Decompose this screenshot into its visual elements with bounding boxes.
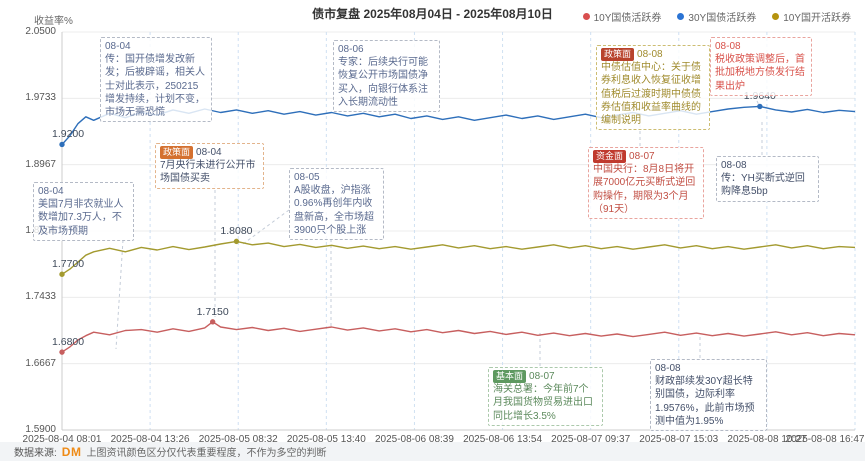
annotation-date: 08-08 (655, 363, 681, 374)
legend-dot-red (582, 13, 590, 20)
annotation-date: 08-04 (38, 186, 64, 197)
annotation-header: 08-08 (715, 40, 807, 53)
legend-dot-blue (677, 13, 685, 20)
annotation-text: 税收政策调整后，首批加税地方债发行结果出炉 (715, 54, 805, 92)
annotation-box: 08-04 传：国开债增发改新发；后被辟谣，相关人士对此表示，250215增发持续… (100, 37, 212, 123)
annotation-date: 08-06 (338, 44, 364, 55)
x-axis-tick-label: 2025-08-08 16:47 (785, 434, 865, 445)
legend-label: 10Y国开活跃券 (783, 13, 851, 24)
annotation-header: 政策面 08-08 (601, 48, 705, 62)
legend-label: 10Y国债活跃券 (593, 13, 662, 24)
annotation-category-badge: 资金面 (593, 150, 627, 164)
point-value-label: 1.6800 (52, 336, 85, 349)
legend-item-10y-cdb[interactable]: 10Y国开活跃券 (772, 9, 851, 24)
data-point-marker (59, 349, 65, 355)
annotation-category-badge: 基本面 (493, 370, 527, 384)
annotation-date: 08-08 (637, 49, 663, 60)
legend-label: 30Y国债活跃券 (688, 13, 757, 24)
annotation-date: 08-05 (294, 172, 320, 183)
annotation-text: 财政部续发30Y超长特别国债，边际利率1.9576%，此前市场预测中值为1.95… (655, 376, 755, 427)
annotation-box: 08-06 专家：后续央行可能恢复公开市场国债净买入，向银行体系注入长期流动性 (333, 40, 440, 112)
legend-item-30y-treasury[interactable]: 30Y国债活跃券 (677, 9, 756, 24)
annotation-header: 资金面 08-07 (593, 150, 699, 164)
point-value-label: 1.9200 (52, 128, 85, 141)
annotation-header: 08-04 (38, 185, 129, 198)
data-point-marker (59, 271, 65, 277)
point-value-label: 1.7150 (196, 305, 229, 318)
y-axis-tick-label: 1.5900 (25, 424, 56, 435)
annotation-date: 08-07 (629, 151, 655, 162)
series-line-10Y国开活跃券 (61, 240, 856, 275)
legend: 10Y国债活跃券 30Y国债活跃券 10Y国开活跃券 (582, 9, 851, 24)
annotation-box: 基本面 08-07 海关总署：今年前7个月我国货物贸易进出口同比增长3.5% (488, 367, 603, 426)
y-axis-tick-label: 1.6667 (25, 357, 56, 369)
annotation-box: 08-08 财政部续发30Y超长特别国债，边际利率1.9576%，此前市场预测中值… (650, 359, 767, 431)
annotation-date: 08-04 (196, 147, 222, 158)
annotation-box: 08-05 A股收盘，沪指涨0.96%再创年内收盘新高，全市场超3900只个股上涨 (289, 168, 384, 240)
annotation-connector-line (115, 239, 124, 350)
legend-item-10y-treasury[interactable]: 10Y国债活跃券 (582, 9, 662, 24)
annotation-box: 08-04 美国7月非农就业人数增加7.3万人，不及市场预期 (33, 182, 134, 241)
annotation-date: 08-08 (721, 160, 747, 171)
annotation-box: 08-08 税收政策调整后，首批加税地方债发行结果出炉 (710, 37, 812, 96)
y-axis-tick-label: 1.8967 (25, 158, 56, 170)
annotation-text: 7月央行未进行公开市场国债买卖 (160, 160, 256, 185)
x-axis-tick-label: 2025-08-04 08:01 (22, 434, 102, 445)
annotation-date: 08-04 (105, 41, 131, 52)
x-axis-tick-label: 2025-08-05 08:32 (198, 434, 278, 445)
footer-bar: 数据来源: DM 上图资讯颜色区分仅代表重要程度，不作为多空的判断 (0, 442, 865, 461)
x-axis-tick-label: 2025-08-05 13:40 (286, 434, 366, 445)
x-axis-tick-label: 2025-08-04 13:26 (110, 434, 190, 445)
data-point-marker (209, 319, 216, 325)
series-line-10Y国债活跃券 (61, 321, 856, 353)
annotation-text: 传：国开债增发改新发；后被辟谣，相关人士对此表示，250215增发持续，计划不变… (105, 54, 205, 118)
data-point-marker (233, 238, 240, 245)
y-axis-tick-label: 1.9733 (25, 92, 56, 104)
annotation-date: 08-08 (715, 41, 741, 52)
annotation-box: 政策面 08-08 中债估值中心：关于债券利息收入恢复征收增值税后过渡时期中债债券估… (596, 45, 710, 131)
annotation-header: 08-05 (294, 171, 379, 184)
annotation-header: 08-08 (655, 362, 762, 375)
x-axis-tick-label: 2025-08-07 15:03 (639, 434, 719, 445)
annotation-category-badge: 政策面 (601, 48, 635, 62)
annotation-text: 传：YH买断式逆回购降息5bp (721, 173, 805, 198)
x-axis-tick-label: 2025-08-07 09:37 (551, 434, 631, 445)
annotation-text: A股收盘，沪指涨0.96%再创年内收盘新高，全市场超3900只个股上涨 (294, 185, 374, 236)
annotation-box: 08-08 传：YH买断式逆回购降息5bp (716, 156, 819, 202)
annotation-header: 基本面 08-07 (493, 370, 598, 384)
annotation-date: 08-07 (529, 371, 555, 382)
point-value-label: 1.8080 (220, 225, 253, 238)
page-title: 债市复盘 2025年08月04日 - 2025年08月10日 (312, 7, 553, 21)
x-axis-tick-label: 2025-08-06 13:54 (463, 434, 543, 445)
y-axis-tick-label: 2.0500 (25, 26, 56, 37)
annotation-box: 资金面 08-07 中国央行：8月8日将开展7000亿元买断式逆回购操作，期限为3个… (588, 147, 704, 219)
dm-logo: DM (61, 444, 82, 459)
annotation-text: 中国央行：8月8日将开展7000亿元买断式逆回购操作，期限为3个月（91天） (593, 164, 696, 215)
annotation-text: 美国7月非农就业人数增加7.3万人，不及市场预期 (38, 199, 124, 237)
x-axis-tick-label: 2025-08-08 10:27 (727, 434, 807, 445)
legend-dot-olive (772, 13, 780, 20)
annotation-header: 政策面 08-04 (160, 146, 259, 160)
y-axis-unit-label: 收益率% (34, 16, 73, 27)
annotation-box: 政策面 08-04 7月央行未进行公开市场国债买卖 (155, 143, 264, 189)
annotation-header: 08-08 (721, 159, 814, 172)
annotation-header: 08-04 (105, 40, 207, 53)
annotation-category-badge: 政策面 (160, 146, 194, 160)
y-axis-tick-label: 1.7433 (25, 291, 56, 303)
x-axis-tick-label: 2025-08-06 08:39 (374, 434, 454, 445)
data-point-marker (59, 141, 65, 148)
point-value-label: 1.7700 (52, 258, 85, 271)
data-point-marker (757, 103, 763, 110)
annotation-header: 08-06 (338, 43, 435, 56)
footer-disclaimer: 上图资讯颜色区分仅代表重要程度，不作为多空的判断 (86, 448, 327, 459)
annotation-text: 专家：后续央行可能恢复公开市场国债净买入，向银行体系注入长期流动性 (338, 57, 428, 108)
data-source-label: 数据来源: (14, 448, 57, 459)
annotation-text: 海关总署：今年前7个月我国货物贸易进出口同比增长3.5% (493, 384, 593, 422)
annotation-text: 中债估值中心：关于债券利息收入恢复征收增值税后过渡时期中债债券估值和收益率曲线的… (601, 62, 701, 126)
